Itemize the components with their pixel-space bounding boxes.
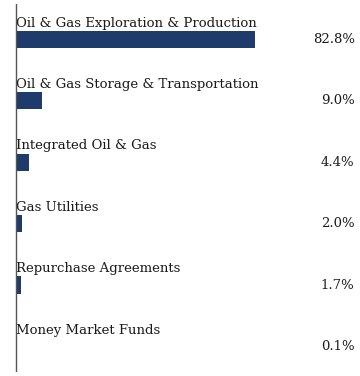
Text: 4.4%: 4.4% (321, 156, 355, 169)
Bar (16, 154, 29, 171)
Text: 9.0%: 9.0% (321, 94, 355, 107)
Text: Gas Utilities: Gas Utilities (16, 201, 98, 214)
Bar (16, 276, 21, 294)
Text: Oil & Gas Storage & Transportation: Oil & Gas Storage & Transportation (16, 78, 258, 91)
Text: Repurchase Agreements: Repurchase Agreements (16, 262, 180, 275)
Bar (16, 31, 256, 48)
Text: 82.8%: 82.8% (312, 33, 355, 46)
Bar (16, 215, 22, 232)
Text: Integrated Oil & Gas: Integrated Oil & Gas (16, 139, 157, 152)
Text: 2.0%: 2.0% (321, 217, 355, 230)
Text: Oil & Gas Exploration & Production: Oil & Gas Exploration & Production (16, 17, 257, 30)
Text: 1.7%: 1.7% (321, 279, 355, 291)
Bar (16, 92, 42, 109)
Text: 0.1%: 0.1% (321, 340, 355, 353)
Text: Money Market Funds: Money Market Funds (16, 324, 160, 337)
